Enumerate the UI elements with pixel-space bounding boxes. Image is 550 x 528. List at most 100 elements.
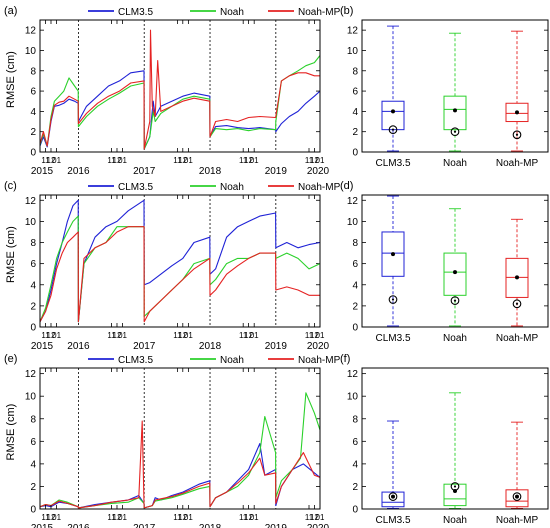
y-tick-label: 0 [352,505,358,516]
x-tick-label: 12 [47,156,56,165]
year-label: 2015 [31,341,54,352]
series-line-noah-mp [39,226,320,323]
y-tick-label: 6 [352,437,358,448]
x-tick-label: 01 [184,513,193,522]
box-circle-clm3-5 [388,492,398,501]
x-tick-label: 12 [178,156,187,165]
box-circle-clm3-5 [388,125,398,135]
category-label: Noah [443,515,467,526]
y-tick-label: 8 [352,238,358,249]
x-tick-label: 12 [47,513,56,522]
box-noah-mp [505,489,529,508]
box-noah-mp [505,102,529,123]
panel-label: (c) [4,180,17,192]
box-mean-noah-mp [515,275,519,280]
x-tick-label: 12 [178,331,187,340]
y-tick-label: 10 [347,217,359,228]
x-tick-label: 01 [52,331,61,340]
x-tick-label: 01 [184,156,193,165]
x-tick-label: 11 [107,513,116,522]
year-label: 2018 [199,341,222,352]
legend-label: Noah-MP [298,355,341,366]
y-tick-label: 0 [30,505,36,516]
year-label: 2017 [133,341,156,352]
box-mean-clm3-5 [391,252,395,257]
y-tick-label: 4 [30,459,36,470]
y-tick-label: 2 [352,127,358,138]
series-line-noah-mp [39,420,321,509]
y-tick-label: 4 [352,280,358,291]
box-circle-noah-mp [512,130,522,140]
y-tick-label: 8 [352,414,358,425]
series-line-noah [39,215,321,323]
x-tick-label: 11 [239,513,248,522]
y-tick-label: 12 [347,369,359,380]
legend-label: Noah [220,7,244,18]
x-tick-label: 01 [52,513,61,522]
y-axis-label: RMSE (cm) [5,404,17,461]
x-tick-label: 11 [107,156,116,165]
box-circle-clm3-5 [388,295,398,304]
y-tick-label: 0 [352,148,358,159]
plot-frame [361,367,549,510]
x-tick-label: 12 [178,513,187,522]
y-tick-label: 4 [30,107,36,118]
x-tick-label: 11 [305,513,314,522]
x-tick-label: 12 [244,156,253,165]
x-tick-label: 01 [184,331,193,340]
y-tick-label: 8 [352,66,358,77]
box-circle-dot-noah-mp [515,302,519,305]
x-tick-label: 12 [113,156,122,165]
year-label: 2016 [67,523,90,528]
year-label: 2016 [67,166,90,177]
y-tick-label: 12 [25,369,37,380]
x-tick-label: 11 [239,331,248,340]
x-tick-label: 01 [316,513,325,522]
y-tick-label: 6 [352,259,358,270]
y-tick-label: 6 [352,87,358,98]
y-tick-label: 10 [347,46,359,57]
box-mean-noah [453,270,457,275]
box-circle-dot-clm3-5 [391,495,395,498]
panel-label: (b) [340,5,353,17]
box-circle-dot-noah-mp [515,495,519,498]
y-tick-label: 12 [25,196,37,207]
x-tick-label: 12 [113,513,122,522]
box-clm3-5 [381,491,405,508]
y-tick-label: 2 [352,482,358,493]
x-tick-label: 11 [173,156,182,165]
x-tick-label: 01 [52,156,61,165]
year-label: 2015 [31,166,54,177]
category-label: Noah [443,333,467,344]
y-tick-label: 4 [352,459,358,470]
y-tick-label: 6 [30,437,36,448]
plot-frame [39,194,321,328]
year-label: 2020 [307,341,330,352]
box-noah [443,483,467,507]
box-noah-mp [505,257,529,298]
y-tick-label: 2 [30,482,36,493]
series-line-noah-mp [39,29,320,150]
category-label: Noah-MP [496,158,539,169]
y-tick-label: 4 [352,107,358,118]
x-tick-label: 12 [113,331,122,340]
x-tick-label: 01 [118,331,127,340]
x-tick-label: 01 [118,156,127,165]
category-label: CLM3.5 [375,158,410,169]
category-label: CLM3.5 [375,515,410,526]
x-tick-label: 12 [47,331,56,340]
box-noah [443,95,467,131]
x-tick-label: 11 [173,513,182,522]
y-tick-label: 10 [25,217,37,228]
x-tick-label: 11 [41,513,50,522]
y-tick-label: 4 [30,280,36,291]
y-tick-label: 10 [25,392,37,403]
legend-label: CLM3.5 [118,7,153,18]
box-circle-dot-clm3-5 [391,298,395,301]
box-circle-noah-mp [512,492,522,501]
year-label: 2017 [133,523,156,528]
box-circle-dot-noah [453,485,457,488]
box-circle-noah [450,127,460,137]
box-circle-noah-mp [512,299,522,309]
